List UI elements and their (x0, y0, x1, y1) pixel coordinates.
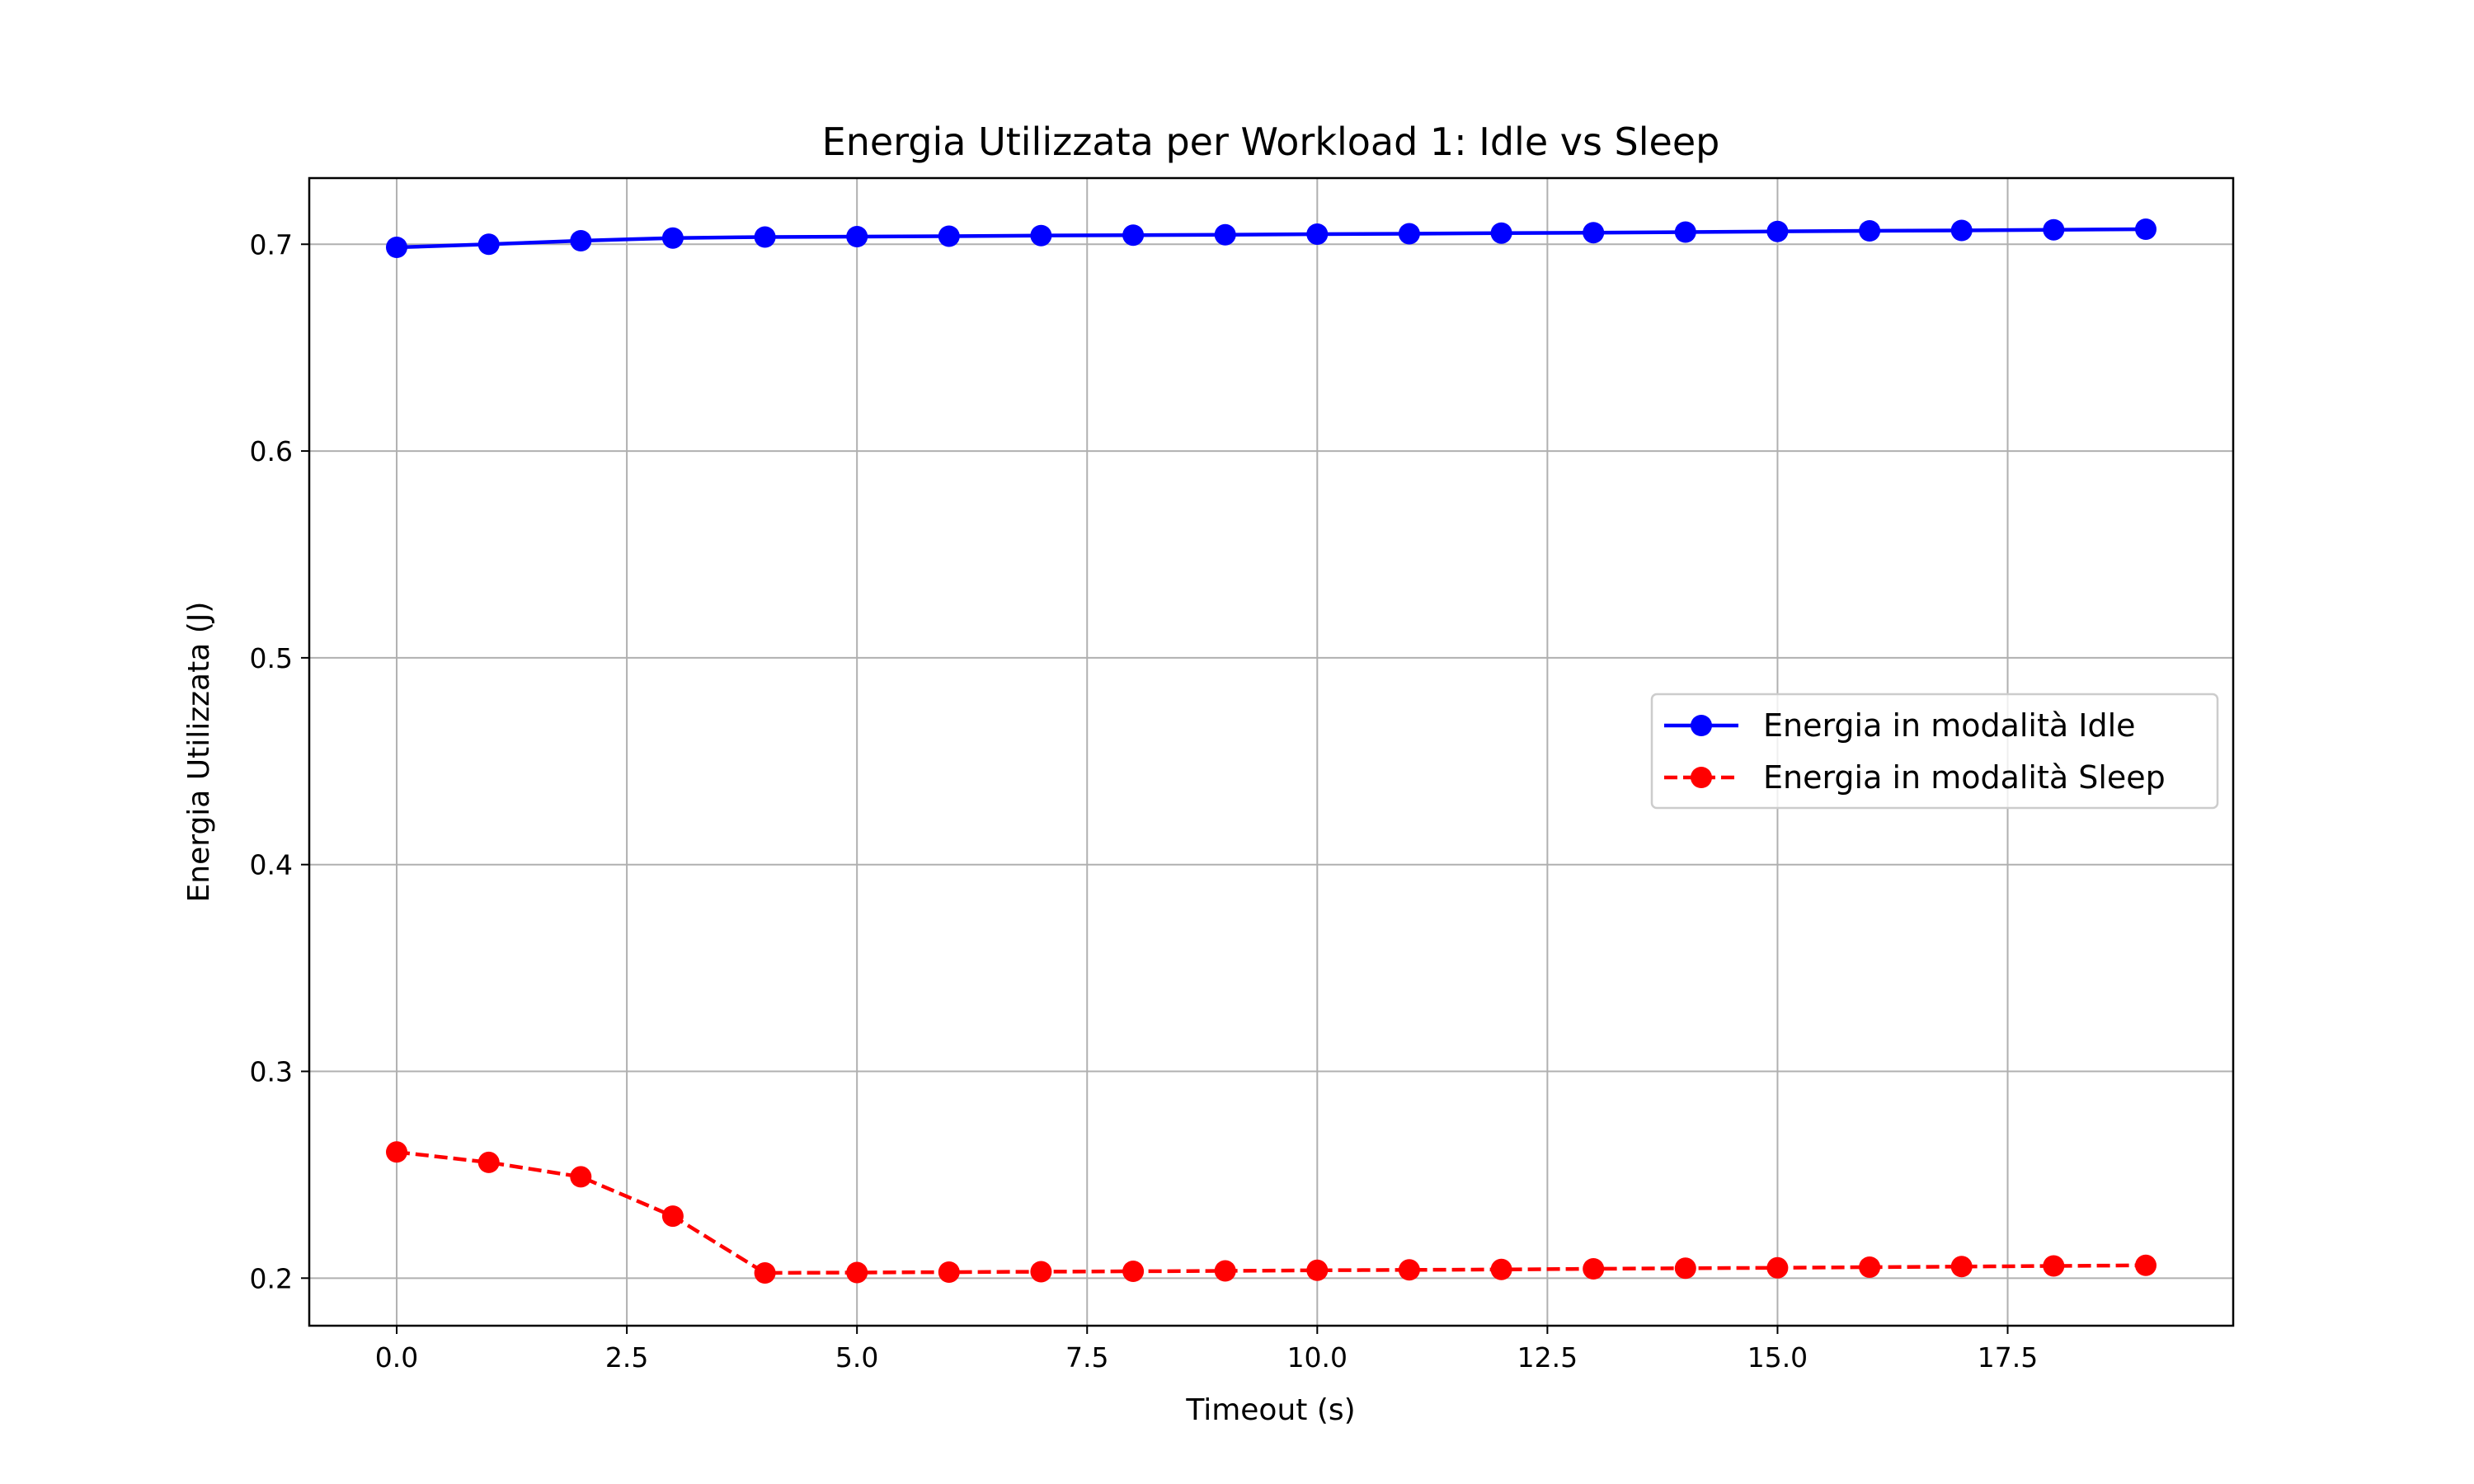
chart-title: Energia Utilizzata per Workload 1: Idle … (822, 120, 1720, 164)
y-tick-label: 0.7 (250, 228, 293, 261)
data-point-sleep (1674, 1257, 1696, 1280)
y-tick-label: 0.3 (250, 1056, 293, 1088)
y-axis: 0.2 0.3 0.4 0.5 0.6 0.7 (250, 228, 309, 1294)
data-point-sleep (1583, 1258, 1605, 1280)
data-point-idle (1306, 223, 1329, 245)
data-point-idle (1214, 223, 1236, 246)
legend-box (1650, 693, 2219, 810)
legend: Energia in modalità Idle Energia in moda… (1650, 693, 2219, 810)
legend-label-idle: Energia in modalità Idle (1763, 707, 2136, 744)
data-point-sleep (570, 1166, 592, 1188)
y-tick-label: 0.2 (250, 1262, 293, 1294)
data-point-sleep (1306, 1259, 1329, 1281)
legend-marker-idle (1691, 715, 1712, 736)
data-point-sleep (1490, 1258, 1512, 1280)
y-tick-label: 0.6 (250, 435, 293, 467)
data-point-sleep (1030, 1261, 1052, 1283)
x-tick-label: 17.5 (1978, 1341, 2038, 1374)
data-point-idle (1674, 221, 1696, 243)
x-tick-label: 10.0 (1287, 1341, 1348, 1374)
y-tick-label: 0.4 (250, 849, 293, 881)
data-point-sleep (1214, 1260, 1236, 1282)
data-point-idle (1583, 222, 1605, 244)
x-tick-label: 15.0 (1747, 1341, 1808, 1374)
series-line-sleep (396, 1150, 2147, 1275)
grid-lines (309, 178, 2233, 1326)
data-point-sleep (1859, 1256, 1881, 1278)
data-point-sleep (2135, 1254, 2157, 1276)
data-point-idle (386, 237, 407, 258)
x-tick-label: 0.0 (375, 1341, 418, 1374)
data-point-idle (938, 225, 960, 247)
data-point-idle (661, 227, 684, 249)
series-line-idle (396, 227, 2147, 250)
x-tick-label: 2.5 (605, 1341, 648, 1374)
data-point-sleep (1950, 1256, 1973, 1278)
data-point-idle (1950, 219, 1973, 242)
y-tick-label: 0.5 (250, 642, 293, 674)
data-point-sleep (1766, 1256, 1789, 1279)
data-point-idle (1122, 224, 1145, 247)
data-point-idle (1030, 224, 1052, 247)
y-axis-label: Energia Utilizzata (J) (182, 602, 216, 903)
data-point-idle (2135, 218, 2157, 240)
data-point-sleep (938, 1261, 960, 1283)
legend-marker-sleep (1691, 767, 1712, 788)
x-tick-label: 7.5 (1065, 1341, 1108, 1374)
data-point-sleep (1398, 1259, 1420, 1281)
data-point-idle (1490, 222, 1512, 244)
data-point-idle (1859, 220, 1881, 242)
data-point-idle (754, 226, 776, 248)
x-tick-label: 12.5 (1517, 1341, 1578, 1374)
data-point-idle (1398, 223, 1420, 245)
data-point-sleep (2043, 1255, 2065, 1277)
data-point-sleep (846, 1261, 868, 1284)
x-axis-label: Timeout (s) (1185, 1393, 1355, 1427)
data-point-sleep (1122, 1261, 1145, 1282)
series-layer (386, 218, 2157, 1284)
data-point-idle (2043, 218, 2065, 241)
data-point-idle (477, 233, 500, 256)
x-tick-label: 5.0 (835, 1341, 878, 1374)
plot-frame (308, 176, 2235, 1327)
legend-label-sleep: Energia in modalità Sleep (1763, 759, 2166, 796)
data-point-sleep (754, 1262, 776, 1284)
data-point-sleep (661, 1205, 684, 1228)
data-point-sleep (386, 1141, 407, 1163)
data-point-idle (1766, 220, 1789, 242)
data-point-idle (846, 226, 868, 247)
data-point-sleep (477, 1151, 500, 1173)
data-point-idle (570, 230, 592, 251)
x-axis: 0.0 2.5 5.0 7.5 10.0 12.5 15.0 17.5 (375, 1326, 2038, 1374)
